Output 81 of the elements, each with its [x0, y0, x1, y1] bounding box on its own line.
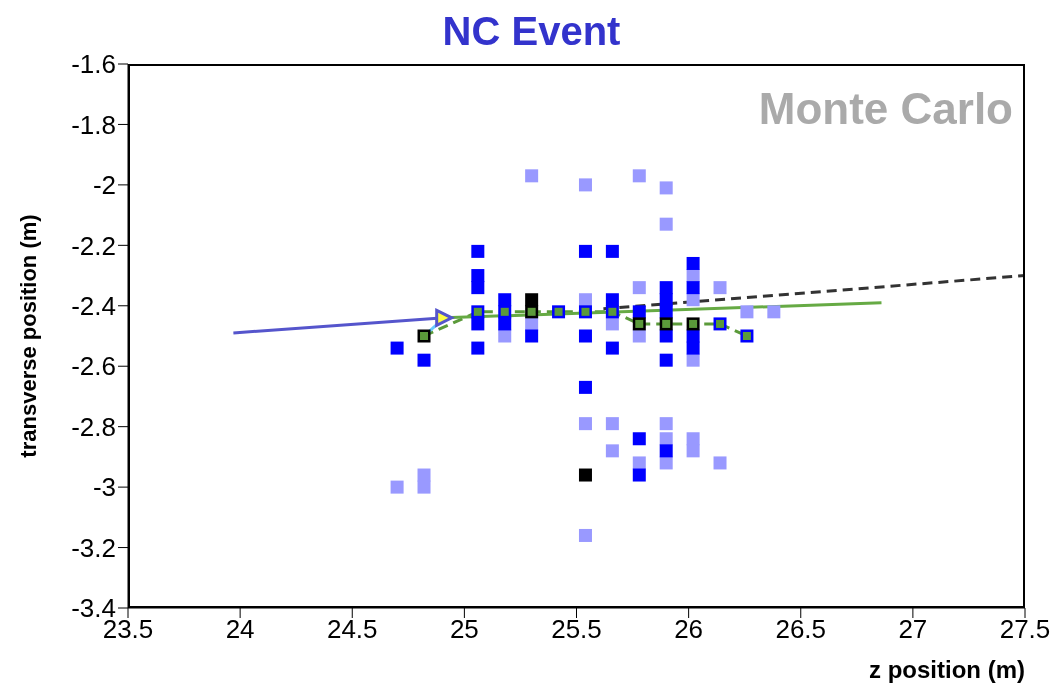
annotation: Monte Carlo — [758, 84, 1013, 134]
point — [498, 329, 512, 343]
point — [578, 468, 592, 482]
point — [659, 329, 673, 343]
y-tick-label: -2.2 — [71, 230, 116, 261]
point — [578, 417, 592, 431]
point — [686, 293, 700, 307]
point — [686, 256, 700, 270]
point — [471, 244, 485, 258]
point — [578, 178, 592, 192]
y-tick-label: -1.8 — [71, 109, 116, 140]
point — [659, 456, 673, 470]
point — [632, 281, 646, 295]
point — [605, 293, 619, 307]
point — [471, 341, 485, 355]
point — [632, 329, 646, 343]
y-tick-label: -2.8 — [71, 411, 116, 442]
point — [686, 432, 700, 446]
x-tick-label: 27 — [898, 614, 928, 645]
point — [578, 329, 592, 343]
point — [686, 444, 700, 458]
point — [632, 305, 646, 319]
point — [686, 341, 700, 355]
point — [713, 281, 727, 295]
point — [686, 281, 700, 295]
point — [686, 353, 700, 367]
point — [659, 444, 673, 458]
point — [471, 281, 485, 295]
point — [605, 341, 619, 355]
x-tick-label: 25 — [449, 614, 479, 645]
point — [605, 444, 619, 458]
y-tick-label: -3.2 — [71, 532, 116, 563]
x-tick-label: 24 — [225, 614, 255, 645]
x-tick-label: 25.5 — [551, 614, 602, 645]
point — [498, 317, 512, 331]
point — [659, 305, 673, 319]
x-tick-label: 27.5 — [999, 614, 1051, 645]
point — [390, 341, 404, 355]
y-tick-label: -3 — [92, 472, 116, 503]
point — [659, 181, 673, 195]
point — [390, 480, 404, 494]
point — [632, 432, 646, 446]
point — [659, 217, 673, 231]
y-tick-label: -2.4 — [71, 291, 116, 322]
point — [659, 417, 673, 431]
point — [525, 329, 539, 343]
point — [632, 468, 646, 482]
point — [525, 317, 539, 331]
point — [605, 317, 619, 331]
point — [417, 353, 431, 367]
point — [632, 456, 646, 470]
point — [686, 329, 700, 343]
point — [417, 468, 431, 482]
point — [525, 169, 539, 183]
point — [498, 293, 512, 307]
point — [713, 456, 727, 470]
y-tick-label: -2.6 — [71, 351, 116, 382]
point — [578, 293, 592, 307]
point — [578, 528, 592, 542]
point — [578, 244, 592, 258]
point — [605, 244, 619, 258]
point — [471, 317, 485, 331]
point — [471, 269, 485, 283]
point — [740, 305, 754, 319]
point — [578, 380, 592, 394]
y-tick-label: -1.6 — [71, 49, 116, 80]
point — [605, 417, 619, 431]
point — [767, 305, 781, 319]
point — [632, 169, 646, 183]
point — [525, 293, 539, 307]
point — [417, 480, 431, 494]
y-tick-label: -2 — [92, 170, 116, 201]
x-tick-label: 26 — [674, 614, 704, 645]
point — [659, 432, 673, 446]
x-tick-label: 24.5 — [326, 614, 378, 645]
point — [659, 353, 673, 367]
x-tick-label: 26.5 — [775, 614, 827, 645]
point — [659, 281, 673, 295]
y-axis-title: transverse position (m) — [15, 214, 41, 458]
x-axis-title: z position (m) — [869, 656, 1025, 683]
chart-title: NC Event — [442, 9, 621, 53]
